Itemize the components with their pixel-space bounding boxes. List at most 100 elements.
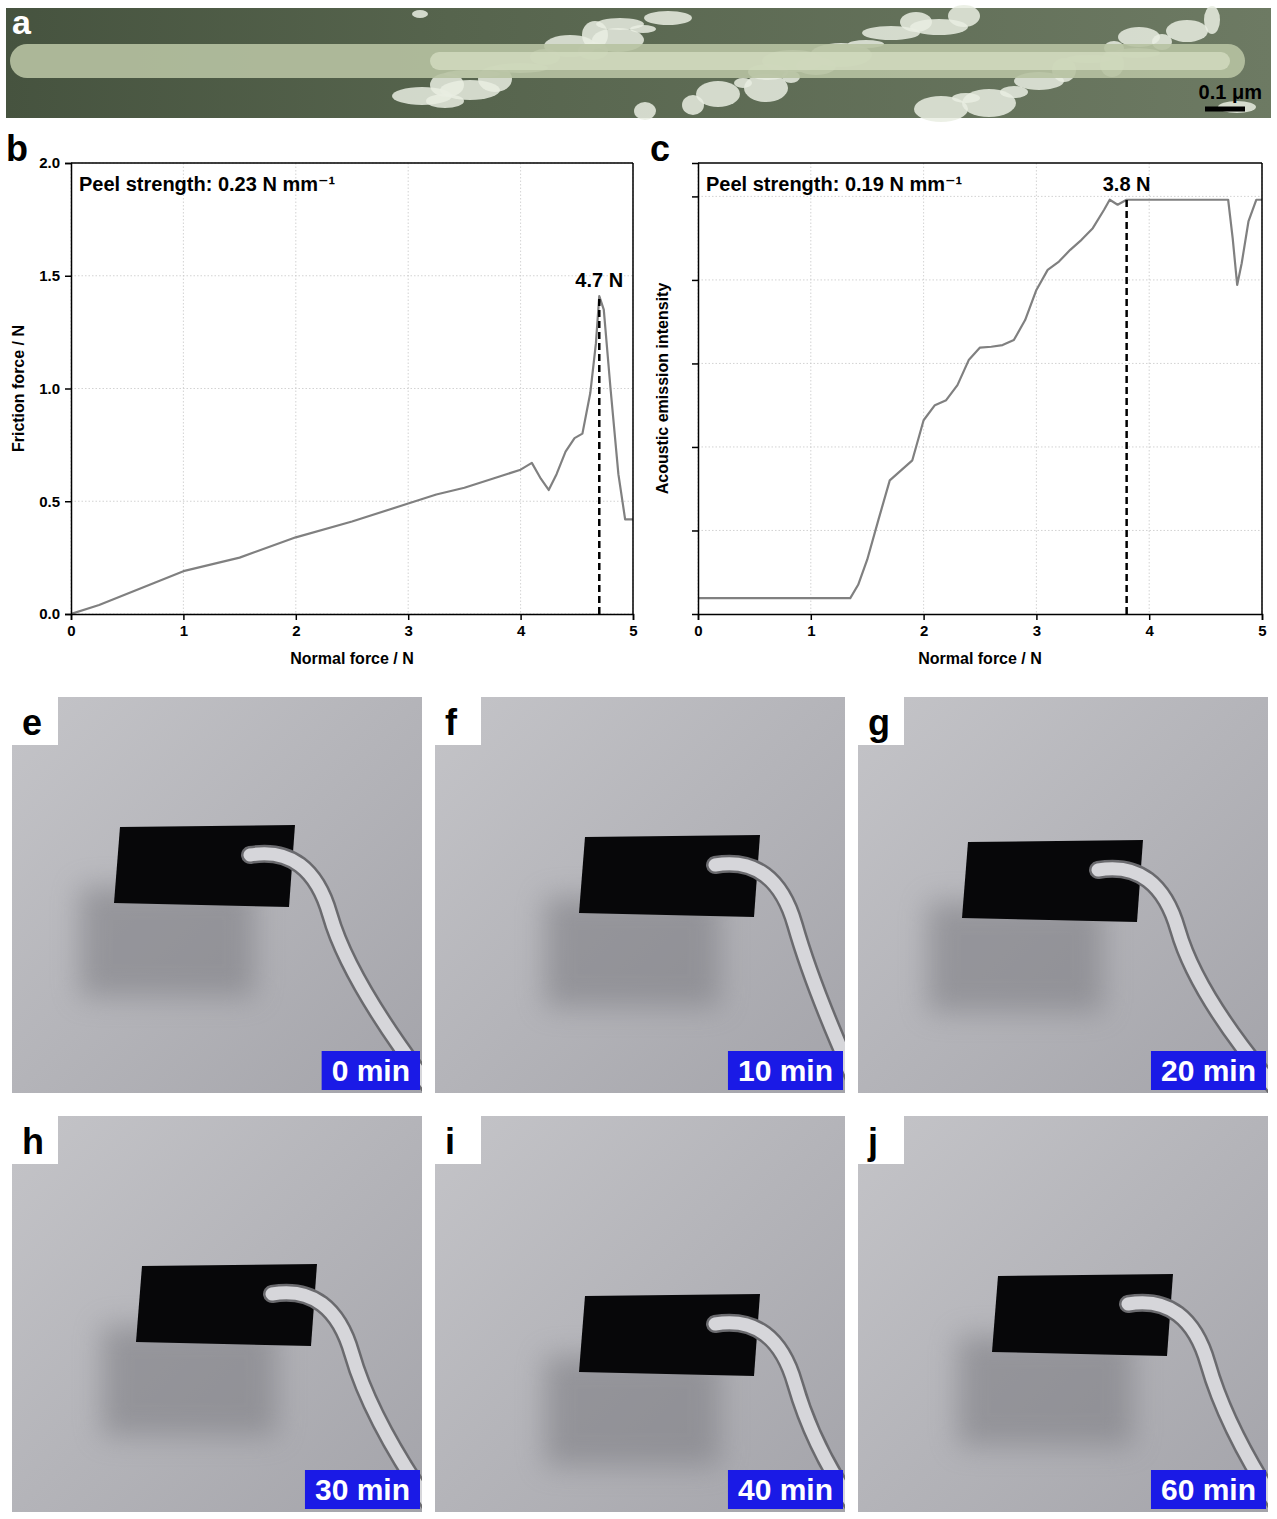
micrograph-flake [948,5,980,27]
panel-letter-box [12,697,58,745]
tick-label: 0.0 [39,605,60,622]
tick: 4 [517,614,526,639]
tick-label: 5 [629,622,637,639]
tick-mark [65,163,71,165]
photo [858,697,1268,1093]
grid-line-y [698,530,1262,531]
photo-panel: e0 min [12,697,442,1103]
grid-line-y [71,388,633,389]
panel-letter: i [445,1121,455,1162]
tick-label: 2 [292,622,300,639]
time-label: 10 min [738,1054,833,1087]
photo-tweezers-edge [715,864,845,1093]
tick [692,196,698,197]
micrograph-background [6,8,1271,118]
plot-area [698,200,1262,598]
grid-line-y [698,279,1262,280]
tick [692,530,698,531]
panel-letter: a [12,3,32,41]
frame-line [698,162,1262,164]
tick: 3 [405,614,413,639]
y-axis: 0.00.51.01.52.0 [39,154,71,622]
tick [692,280,698,281]
tick: 1.5 [39,267,71,284]
chart-panel: c012345Normal force / NAcoustic emission… [650,128,1267,667]
y-axis [692,164,699,615]
micrograph-flake [644,11,692,25]
photo-tweezers [715,864,845,1093]
panel-letter-box [12,1116,58,1164]
panel-letter-box [435,1116,481,1164]
tick-mark [65,501,71,503]
grid [71,163,633,614]
photo-tweezers [715,1323,845,1512]
grid-line-y [698,363,1262,364]
tick-mark [633,614,635,620]
tick: 2 [292,614,300,639]
panel-letter: f [445,702,458,743]
data-line [698,200,1262,598]
photo-panel: g 20 min [858,697,1277,1103]
micrograph-flake [596,18,644,30]
photo-background [12,697,422,1093]
photo-background [435,1116,845,1512]
tick-label: 1.0 [39,380,60,397]
data-line [71,296,633,614]
grid-line-x [1036,163,1037,614]
time-label: 20 min [1161,1054,1256,1087]
grid-line-y [698,196,1262,197]
photo [435,697,845,1093]
figure: a0.1 μmb0123450.00.51.01.52.0Normal forc… [0,0,1277,1519]
time-label-box [728,1051,843,1090]
grid-line-y [71,501,633,502]
plot-area [71,296,633,614]
axis-line [699,615,1263,621]
frame-line [1261,163,1263,614]
x-axis: 012345 [694,614,1266,639]
tick-mark [692,530,698,532]
panel-letter: g [868,702,890,743]
grid-line-y [71,163,633,164]
time-label: 0 min [332,1054,410,1087]
y-axis-title: Friction force / N [10,325,27,452]
photo-background [858,697,1268,1093]
scale-bar-label: 0.1 μm [1199,81,1262,103]
micrograph-flake [634,102,656,120]
panel-letter: j [867,1121,878,1162]
photo-sheet [579,1294,760,1376]
tick-mark [1262,614,1264,620]
tick: 0 [67,614,75,639]
panel-letter-box [858,697,904,745]
time-label: 60 min [1161,1473,1256,1506]
micrograph-flake [1204,6,1220,34]
tick: 0 [694,614,702,639]
time-label: 40 min [738,1473,833,1506]
photo-panel: f 10 min [435,697,865,1103]
time-label-box [322,1051,420,1090]
tick-mark [408,614,410,620]
panel-letter: c [650,128,670,169]
time-label-box [728,1470,843,1509]
panel-letter-box [858,1116,904,1164]
frame-line [71,162,633,164]
annotation-line [598,296,601,614]
annotation-line [1125,200,1128,614]
annotation: 4.7 N [575,269,623,291]
micrograph-track-core [430,52,1230,70]
x-axis-title: Normal force / N [918,650,1042,667]
photo-sheet [114,825,295,907]
photo [12,697,422,1093]
scale-bar [1205,107,1245,112]
time-label-box [305,1470,420,1509]
photo-panel: j 60 min [858,1116,1277,1519]
tick: 3 [1033,614,1041,639]
photo-panel: h30 min [12,1116,442,1519]
tick-label: 2 [920,622,928,639]
grid-line-x [923,163,924,614]
tick-mark [65,388,71,390]
tick-label: 3 [1033,622,1041,639]
tick: 2.0 [39,154,71,171]
time-label-box [1151,1051,1266,1090]
axis-line [692,164,699,615]
tick-mark [692,196,698,198]
